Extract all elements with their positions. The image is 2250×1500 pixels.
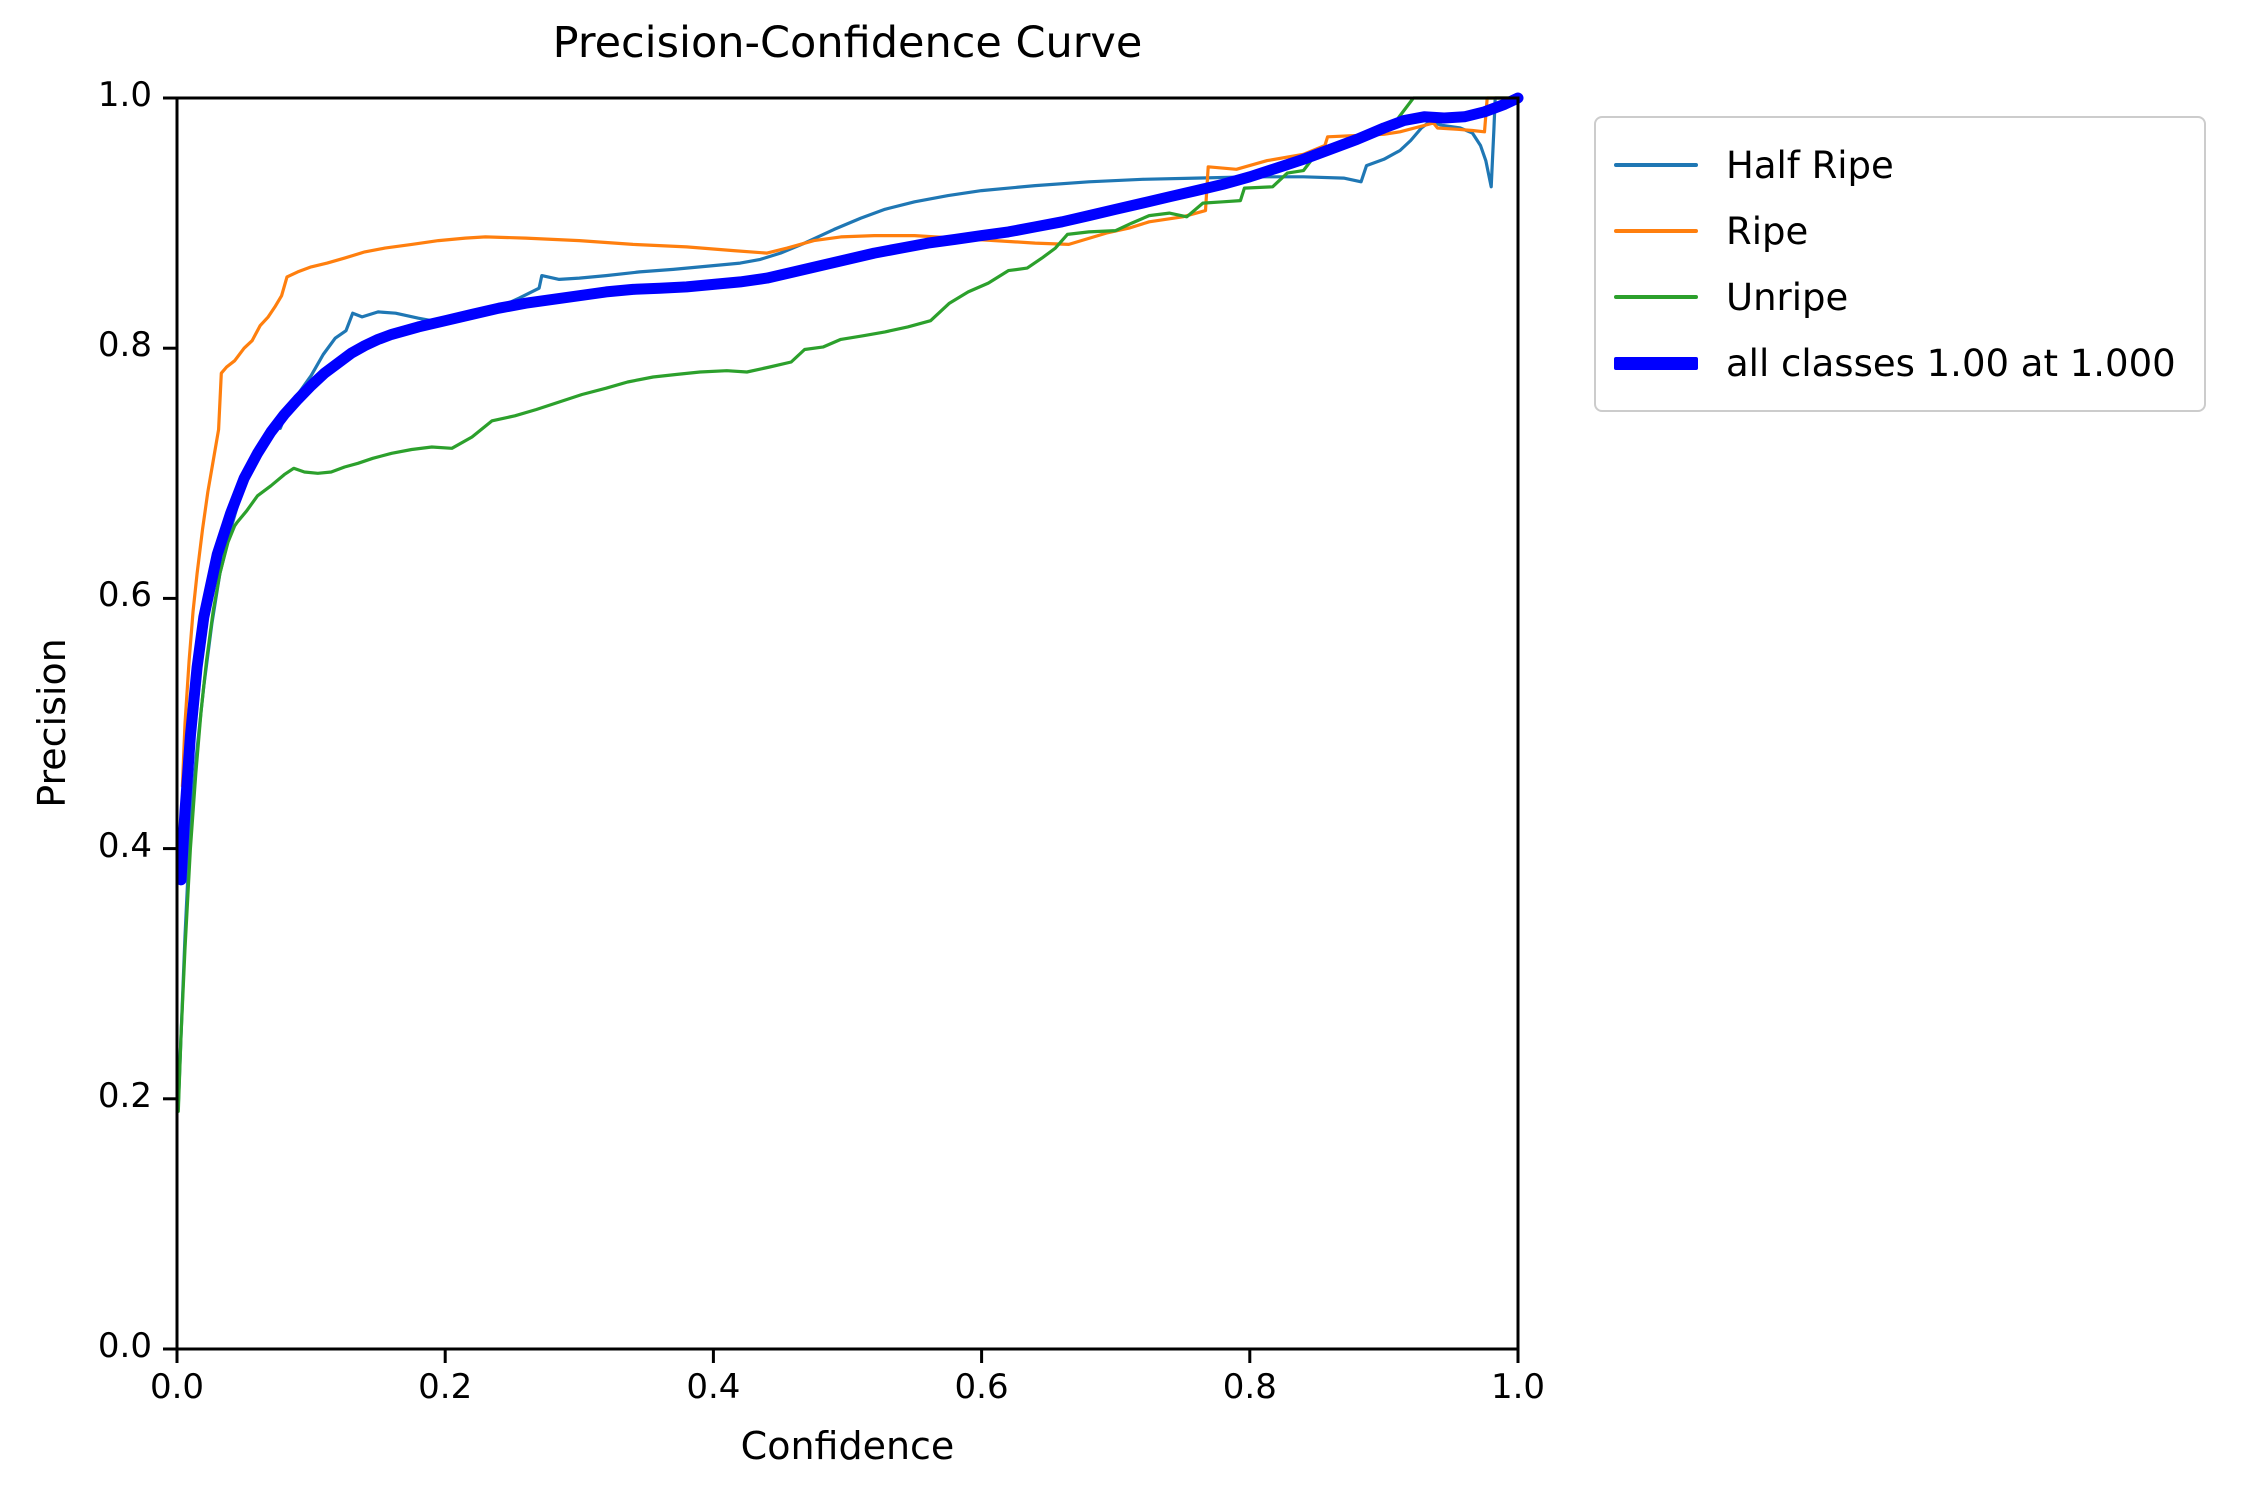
legend-line-sample [1614,162,1698,168]
legend-label: all classes 1.00 at 1.000 [1726,341,2176,385]
x-tick-label: 0.8 [1222,1367,1277,1407]
legend: Half Ripe Ripe Unripe all classes 1.00 at 1… [1594,116,2206,412]
legend-label: Half Ripe [1726,143,1894,187]
x-tick-label: 0.0 [149,1367,205,1407]
legend-line-sample [1614,356,1698,370]
y-tick-label: 1.0 [97,75,152,115]
series-line-all-classes [175,92,1524,886]
y-tick-label: 0.4 [97,825,152,866]
series-line-unripe [176,96,1520,1113]
y-tick-label: 0.6 [97,575,152,616]
legend-label: Unripe [1726,275,1849,319]
legend-row: Ripe [1614,198,2176,264]
x-tick-label: 0.2 [418,1367,473,1407]
x-tick-label: 0.6 [954,1367,1009,1407]
legend-row: all classes 1.00 at 1.000 [1614,330,2176,396]
x-axis-label: Confidence [740,1424,955,1468]
legend-line-sample [1614,294,1698,300]
legend-line-sample [1614,228,1698,234]
x-tick-label: 0.4 [686,1367,741,1407]
legend-row: Unripe [1614,264,2176,330]
y-tick-label: 0.2 [97,1075,152,1116]
legend-label: Ripe [1726,209,1809,253]
x-tick-label: 1.0 [1490,1367,1546,1407]
axes-spines [175,96,1520,1351]
series-line-ripe [180,96,1520,788]
y-axis-label: Precision [30,638,74,808]
y-tick-label: 0.0 [97,1326,152,1366]
chart-title: Precision-Confidence Curve [552,18,1143,68]
legend-row: Half Ripe [1614,132,2176,198]
y-tick-label: 0.8 [97,325,152,366]
